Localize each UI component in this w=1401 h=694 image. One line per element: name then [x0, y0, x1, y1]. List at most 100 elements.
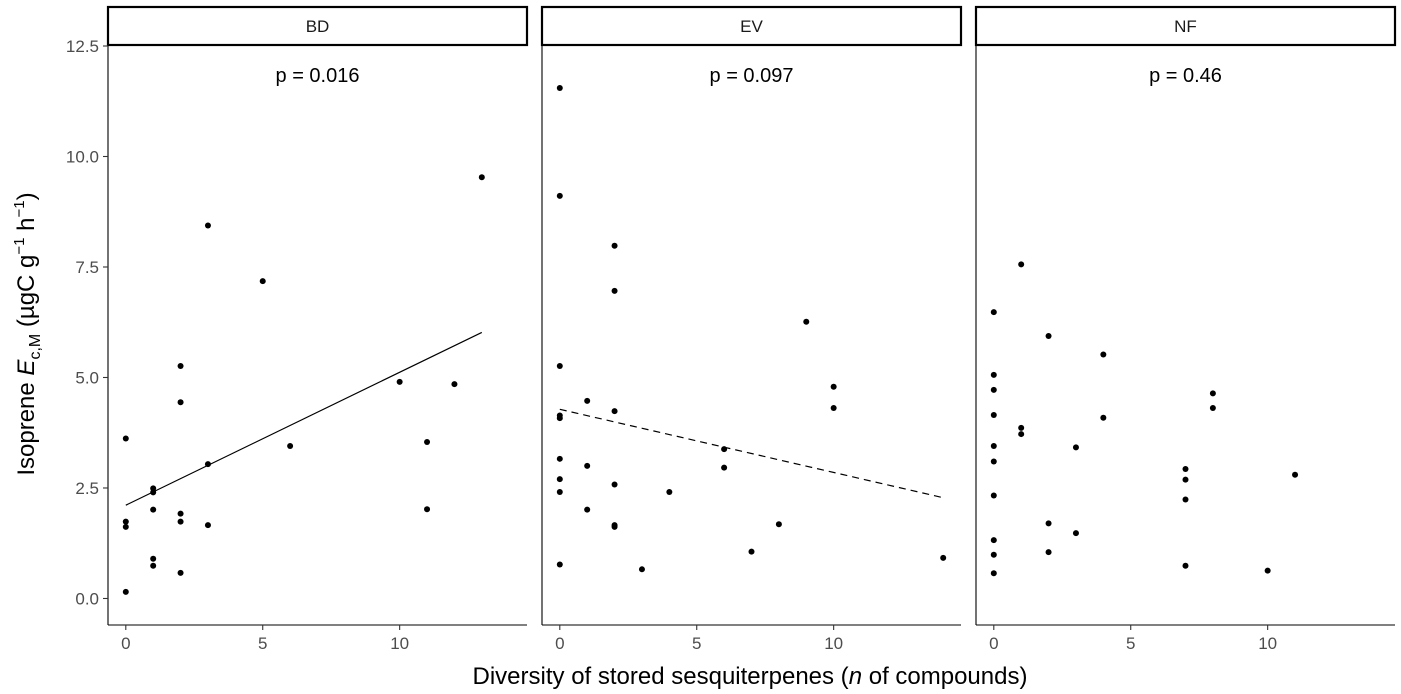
p-value-annotation: p = 0.097	[710, 65, 794, 87]
y-tick-label: 7.5	[75, 258, 99, 277]
strip-box	[974, 5, 1397, 47]
data-point	[150, 489, 157, 496]
data-point	[424, 506, 431, 513]
data-point	[990, 458, 997, 465]
data-point	[638, 566, 645, 573]
y-tick-label: 0.0	[75, 589, 99, 608]
data-point	[1072, 530, 1079, 537]
x-tick-label: 10	[1258, 634, 1277, 653]
regression-line	[125, 331, 483, 506]
data-point	[177, 510, 184, 517]
data-point	[990, 537, 997, 544]
data-point	[122, 435, 129, 442]
data-point	[1045, 549, 1052, 556]
data-point	[556, 455, 563, 462]
data-point	[122, 518, 129, 525]
facet-nf: NF 0 5 10 p = 0.46	[974, 5, 1397, 653]
data-point	[1018, 431, 1025, 438]
data-point	[556, 192, 563, 199]
x-tick-label: 5	[1126, 634, 1135, 653]
data-point	[1018, 261, 1025, 268]
x-tick-label: 5	[258, 634, 267, 653]
data-point	[1182, 476, 1189, 483]
data-point	[803, 318, 810, 325]
facet-ev: EV 0 5 10 p = 0.097	[540, 5, 963, 653]
data-point	[1018, 424, 1025, 431]
data-point	[150, 555, 157, 562]
data-point	[775, 521, 782, 528]
data-point	[584, 506, 591, 513]
data-point	[122, 588, 129, 595]
y-tick-label: 10.0	[66, 147, 99, 166]
data-point	[556, 488, 563, 495]
data-point	[1182, 562, 1189, 569]
data-point	[990, 412, 997, 419]
data-point	[990, 442, 997, 449]
strip-box	[540, 5, 963, 47]
x-tick-label: 0	[121, 634, 130, 653]
data-point	[556, 84, 563, 91]
x-tick-label: 5	[692, 634, 701, 653]
data-point	[611, 242, 618, 249]
p-value-annotation: p = 0.016	[276, 65, 360, 87]
data-point	[748, 548, 755, 555]
data-point	[830, 383, 837, 390]
data-point	[287, 442, 294, 449]
data-point	[721, 464, 728, 471]
data-point	[177, 362, 184, 369]
data-point	[204, 522, 211, 529]
x-tick-label: 0	[989, 634, 998, 653]
data-point	[1209, 404, 1216, 411]
data-point	[584, 462, 591, 469]
p-value-annotation: p = 0.46	[1149, 65, 1222, 87]
data-point	[990, 492, 997, 499]
data-point	[1182, 465, 1189, 472]
data-point	[150, 506, 157, 513]
data-point	[1209, 390, 1216, 397]
y-tick-label: 12.5	[66, 37, 99, 56]
data-point	[584, 397, 591, 404]
data-point	[556, 476, 563, 483]
data-point	[1045, 332, 1052, 339]
data-point	[1072, 444, 1079, 451]
data-point	[478, 174, 485, 181]
data-point	[611, 287, 618, 294]
x-tick-label: 0	[555, 634, 564, 653]
data-point	[122, 523, 129, 530]
data-point	[990, 386, 997, 393]
data-point	[204, 461, 211, 468]
x-tick-label: 10	[390, 634, 409, 653]
data-point	[1100, 414, 1107, 421]
y-tick-label: 2.5	[75, 479, 99, 498]
data-point	[556, 561, 563, 568]
data-point	[990, 371, 997, 378]
data-point	[721, 446, 728, 453]
data-point	[1292, 471, 1299, 478]
data-point	[611, 523, 618, 530]
x-tick-label: 10	[824, 634, 843, 653]
data-point	[204, 222, 211, 229]
data-point	[424, 439, 431, 446]
data-point	[990, 551, 997, 558]
strip-label: BD	[306, 17, 330, 36]
data-point	[666, 488, 673, 495]
facet-panels: BD 0 5 10 p = 0.016 EV 0 5 10 p = 0.097 NF 0 5 10 p = …	[106, 5, 1397, 653]
data-point	[1264, 567, 1271, 574]
data-point	[259, 278, 266, 285]
data-point	[990, 309, 997, 316]
data-point	[556, 362, 563, 369]
facet-bd: BD 0 5 10 p = 0.016	[106, 5, 529, 653]
y-axis-title: Isoprene Ec,M (µgC g−1 h−1)	[11, 192, 44, 475]
data-point	[940, 554, 947, 561]
strip-box	[106, 5, 529, 47]
strip-label: EV	[740, 17, 763, 36]
data-point	[556, 415, 563, 422]
x-axis-title: Diversity of stored sesquiterpenes (n of…	[473, 663, 1028, 690]
regression-line	[559, 408, 944, 499]
data-point	[1182, 496, 1189, 503]
data-point	[611, 481, 618, 488]
data-point	[396, 378, 403, 385]
data-point	[990, 570, 997, 577]
data-point	[1045, 520, 1052, 527]
